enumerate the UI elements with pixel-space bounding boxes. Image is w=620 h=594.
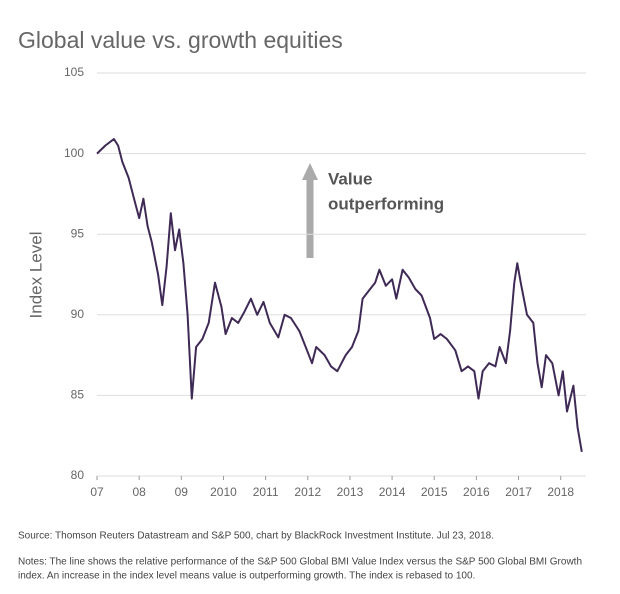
y-tick-label: 100	[64, 146, 84, 160]
x-tick-label: 2014	[379, 485, 406, 499]
notes: Notes: The line shows the relative perfo…	[18, 557, 582, 568]
notes: index. An increase in the index level me…	[18, 571, 475, 582]
y-axis-label: Index Level	[26, 232, 45, 319]
x-tick-label: 2016	[463, 485, 490, 499]
line	[96, 138, 583, 452]
source: Source: Thomson Reuters Datastream and S…	[18, 531, 494, 542]
y-tick-label: 95	[71, 226, 85, 240]
x-tick-label: 2012	[294, 485, 321, 499]
y-tick-label: 80	[71, 468, 85, 482]
x-tick-label: 2013	[337, 485, 364, 499]
y-tick-label: 105	[64, 65, 84, 79]
annotation: outperforming	[328, 194, 444, 213]
annotation: Value	[328, 169, 372, 188]
annotation-arrowhead	[302, 163, 318, 180]
x-tick-label: 2015	[421, 485, 448, 499]
y-tick-label: 90	[71, 307, 85, 321]
x-tick-label: 08	[132, 485, 146, 499]
chart-title: Global value vs. growth equities	[18, 27, 343, 53]
x-tick-label: 09	[175, 485, 189, 499]
x-tick-label: 07	[90, 485, 104, 499]
x-tick-label: 2017	[505, 485, 532, 499]
x-tick-label: 2010	[210, 485, 237, 499]
x-tick-label: 2018	[547, 485, 574, 499]
x-tick-label: 2011	[253, 485, 279, 499]
y-tick-label: 85	[71, 388, 85, 402]
